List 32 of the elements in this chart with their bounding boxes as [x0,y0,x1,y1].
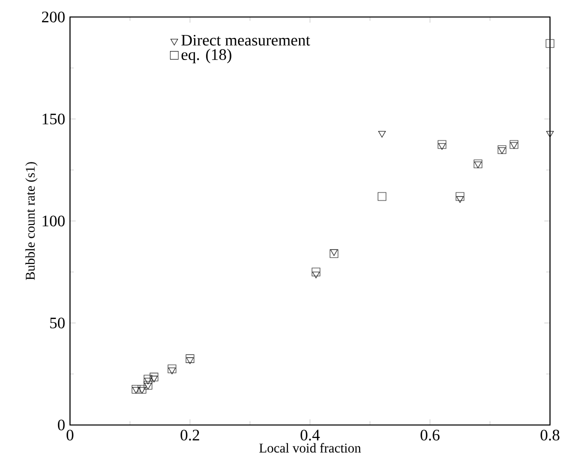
x-tick-label: 0.8 [540,430,560,441]
point [312,272,320,278]
x-tick-label: 0.6 [420,430,440,441]
point [186,357,194,364]
point [546,39,554,48]
y-tick-label: 150 [42,114,65,124]
point [168,368,176,374]
x-tick-label: 0 [66,430,74,440]
x-axis-title: Local void fraction [259,443,361,453]
x-tick-label: 0.4 [300,430,320,441]
point [546,131,554,138]
point [150,372,158,382]
point [378,192,386,201]
y-axis-title: Bubble count rate (s1) [25,162,38,280]
point [144,378,152,384]
point [378,131,386,138]
x-tick-label: 0.2 [180,430,200,441]
y-tick-label: 100 [42,216,65,226]
point [144,374,152,384]
point [312,268,320,276]
y-tick-label: 200 [42,12,65,22]
y-tick-label: 0 [58,420,65,430]
point [150,376,158,382]
legend-label: Direct measurement [181,34,310,46]
point [168,364,176,374]
point [456,196,464,203]
point [438,140,446,149]
point [456,192,464,201]
point [186,354,194,363]
point [438,143,446,150]
y-tick-label: 50 [50,318,65,328]
legend-label: eq. (18) [182,48,232,64]
